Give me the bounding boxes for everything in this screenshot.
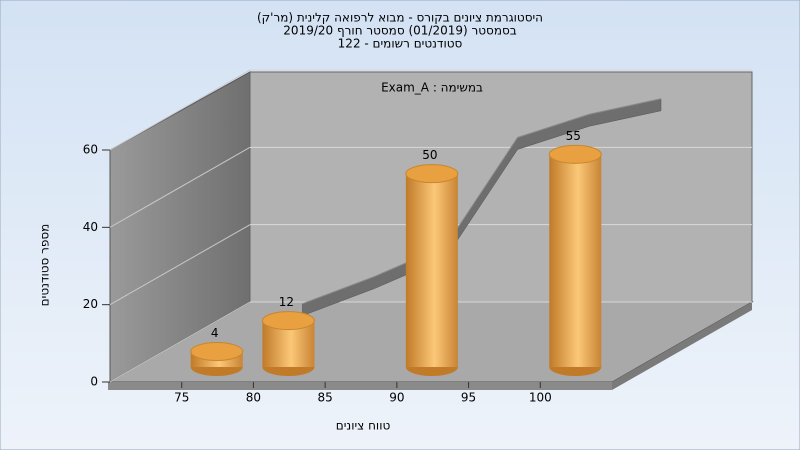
grid-line	[109, 146, 251, 228]
bar-top	[405, 164, 459, 184]
grid-line	[109, 224, 251, 306]
bar-top	[190, 342, 244, 362]
y-tick-label: 60	[83, 143, 98, 157]
y-axis-label: מספר סטודנטים	[38, 224, 52, 307]
y-tick-label: 40	[83, 220, 98, 234]
bar-top	[261, 311, 315, 331]
line	[302, 98, 662, 305]
value-label: 12	[279, 295, 294, 309]
chart-subtitle: בסמסטר (01/2019) סמסטר חורף 2019/20	[283, 24, 516, 38]
x-axis-label: טווח ציונים	[336, 419, 391, 433]
chart-subtitle: סטודנטים רשומים - 122	[338, 37, 463, 51]
bar-top	[548, 144, 602, 164]
chart-title: היסטוגרמת ציונים בקורס - מבוא לרפואה קלי…	[257, 11, 543, 25]
value-label: 50	[422, 148, 437, 162]
value-label: 4	[211, 326, 219, 340]
x-tick-label: 90	[389, 391, 404, 405]
bar	[405, 173, 458, 367]
x-tick-label: 100	[529, 391, 552, 405]
x-tick-label: 80	[246, 391, 261, 405]
y-tick-label: 20	[83, 297, 98, 311]
title-block: היסטוגרמת ציונים בקורס - מבוא לרפואה קלי…	[257, 11, 543, 51]
value-label: 55	[566, 129, 581, 143]
y-tick-label: 0	[90, 375, 98, 389]
back-wall	[249, 71, 753, 303]
annotation: Exam_A : במשימה	[381, 81, 483, 95]
floor-edge	[108, 382, 612, 390]
x-tick-label: 85	[318, 391, 333, 405]
grid-line	[109, 301, 251, 383]
x-tick-label: 75	[174, 391, 189, 405]
bar	[549, 154, 602, 367]
grid-line	[109, 69, 251, 151]
x-tick-label: 95	[461, 391, 476, 405]
floor-edge	[612, 302, 752, 390]
